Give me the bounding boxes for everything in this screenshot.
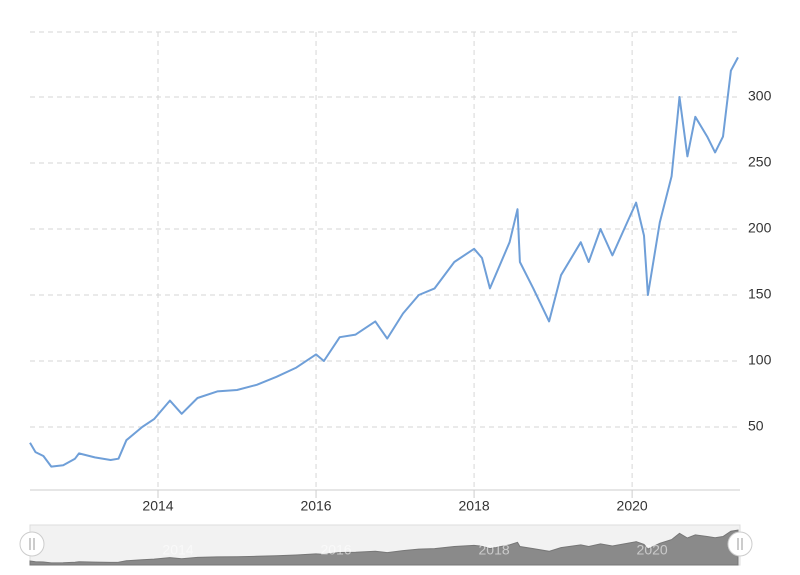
- y-tick-label: 50: [748, 418, 764, 434]
- navigator-label: 2020: [637, 542, 668, 558]
- y-tick-label: 150: [748, 286, 772, 302]
- y-tick-label: 300: [748, 88, 772, 104]
- navigator-handle[interactable]: [727, 531, 753, 557]
- y-tick-label: 100: [748, 352, 772, 368]
- navigator-label: 2016: [320, 542, 351, 558]
- x-tick-label: 2020: [617, 498, 648, 514]
- x-tick-label: 2018: [459, 498, 490, 514]
- y-tick-label: 250: [748, 154, 772, 170]
- navigator-label: 2018: [479, 542, 510, 558]
- navigator-label: 2014: [162, 542, 193, 558]
- price-line: [29, 56, 739, 468]
- x-tick-label: 2016: [300, 498, 331, 514]
- x-tick-label: 2014: [142, 498, 173, 514]
- navigator-handle[interactable]: [19, 531, 45, 557]
- y-tick-label: 200: [748, 220, 772, 236]
- navigator-area: [29, 529, 739, 566]
